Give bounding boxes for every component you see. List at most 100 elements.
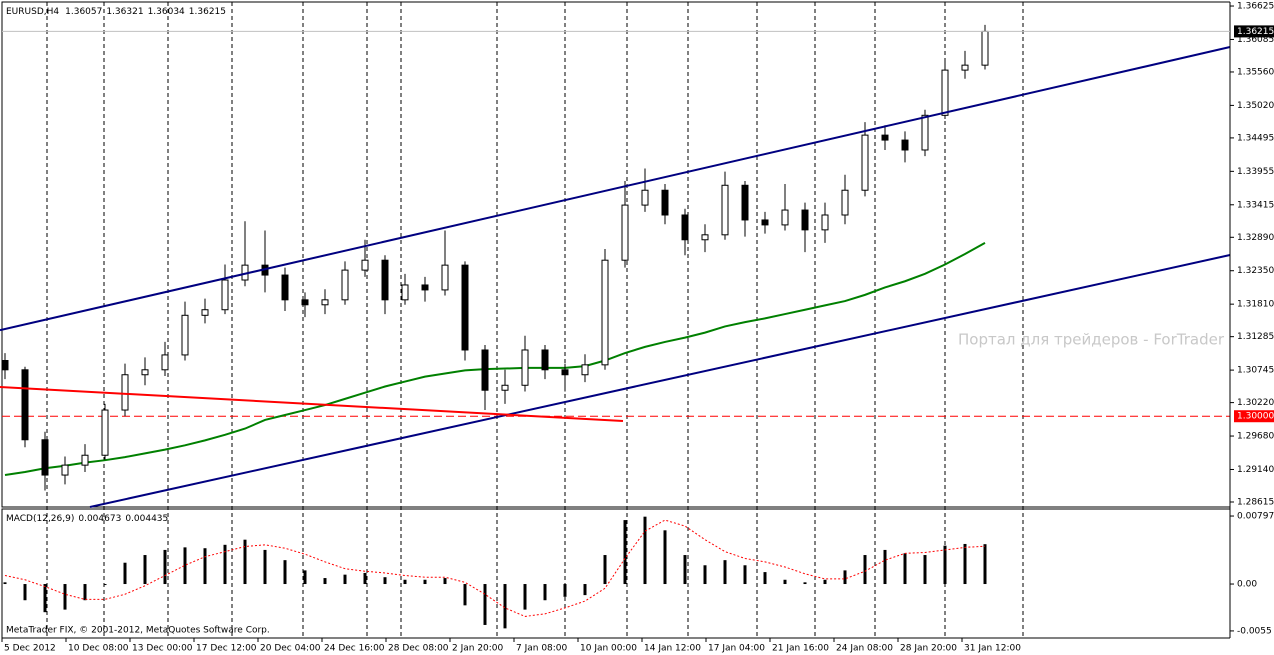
candle-body (181, 314, 189, 356)
x-tick-label: 28 Jan 20:00 (900, 644, 957, 654)
candle-body (61, 464, 69, 476)
x-tick-label: 17 Jan 04:00 (708, 644, 765, 654)
macd-bar (243, 539, 247, 585)
macd-bar (83, 584, 87, 601)
x-tick-label: 2 Jan 20:00 (452, 644, 504, 654)
header: EURUSD,H4 1.36057 1.36321 1.36034 1.36215 (6, 7, 226, 17)
candle-body (141, 369, 149, 376)
macd-bar (523, 584, 527, 610)
trendline (89, 254, 1231, 508)
candle-body (501, 384, 509, 391)
macd-bar (103, 584, 107, 586)
candle-body (941, 69, 949, 116)
y-tick-label: -0.0055 (1237, 626, 1272, 636)
macd-bar (963, 543, 967, 585)
candle-body (981, 30, 989, 66)
candle-body (961, 64, 969, 71)
x-tick-label: 31 Jan 12:00 (964, 644, 1021, 654)
macd-title: MACD(12,26,9) (6, 514, 74, 524)
macd-value: 0.004673 (78, 514, 121, 524)
candle-body (461, 264, 469, 351)
macd-bar (3, 582, 7, 585)
macd-bar (683, 555, 687, 585)
watermark: Портал для трейдеров - ForTrader (958, 331, 1225, 349)
x-tick-label: 21 Jan 16:00 (772, 644, 829, 654)
candle-body (401, 284, 409, 301)
macd-bar (403, 579, 407, 585)
macd-bar (603, 555, 607, 585)
macd-bar (143, 555, 147, 585)
level-box (1234, 410, 1274, 423)
candle-body (741, 184, 749, 221)
x-tick-label: 20 Dec 04:00 (260, 644, 321, 654)
x-tick-label: 13 Dec 00:00 (132, 644, 193, 654)
macd-bar (223, 544, 227, 585)
macd-bar (663, 530, 667, 585)
macd-bar (423, 579, 427, 585)
macd-bar (623, 520, 627, 585)
macd-bar (283, 560, 287, 585)
y-tick-label: 1.33415 (1237, 200, 1274, 210)
macd-bar (883, 549, 887, 585)
macd-bar (383, 577, 387, 585)
macd-bar (483, 584, 487, 625)
candle-body (161, 354, 169, 371)
candle-body (41, 439, 49, 476)
candle-body (201, 309, 209, 316)
low: 1.36034 (148, 7, 185, 17)
candle-body (781, 209, 789, 226)
x-tick-label: 14 Jan 12:00 (644, 644, 701, 654)
candle-body (761, 219, 769, 226)
y-tick-label: 1.30745 (1237, 366, 1274, 376)
y-tick-label: 1.30220 (1237, 398, 1274, 408)
candle-body (621, 204, 629, 261)
candle-body (121, 374, 129, 411)
macd-bar (563, 584, 567, 597)
y-tick-label: 1.29140 (1237, 465, 1274, 475)
x-tick-label: 24 Jan 08:00 (836, 644, 893, 654)
macd-bar (543, 584, 547, 601)
macd-bar (183, 547, 187, 585)
candle-body (101, 409, 109, 456)
macd-bar (443, 578, 447, 585)
candle-body (661, 189, 669, 216)
candle-body (681, 214, 689, 241)
x-tick-label: 24 Dec 16:00 (324, 644, 385, 654)
candle-body (841, 189, 849, 216)
trendline (0, 386, 624, 422)
candle-body (821, 214, 829, 231)
candle-body (881, 134, 889, 141)
candle-body (921, 114, 929, 151)
macd-bar (23, 584, 27, 601)
macd-header: MACD(12,26,9) 0.004673 0.004435 (6, 514, 168, 524)
candle-body (301, 299, 309, 306)
candle-body (21, 369, 29, 441)
y-tick-label: 0.00 (1237, 580, 1257, 590)
macd-bar (163, 549, 167, 585)
candle-body (341, 269, 349, 301)
candle-body (1, 360, 9, 371)
y-tick-label: 1.33955 (1237, 167, 1274, 177)
macd-bar (363, 572, 367, 585)
open: 1.36057 (65, 7, 102, 17)
y-tick-label: 1.35020 (1237, 101, 1274, 111)
macd-bar (763, 572, 767, 585)
macd-bar (303, 570, 307, 585)
macd-bar (703, 565, 707, 585)
candle-body (801, 209, 809, 231)
macd-bar (723, 560, 727, 585)
candle-body (421, 284, 429, 291)
level-label: 1.30000 (1237, 412, 1274, 422)
macd-bar (643, 516, 647, 585)
macd-bar (903, 553, 907, 585)
y-tick-label: 1.28615 (1237, 497, 1274, 507)
close: 1.36215 (189, 7, 226, 17)
candle-body (701, 234, 709, 241)
candle-body (361, 259, 369, 271)
candle-body (641, 189, 649, 206)
macd-bar (43, 584, 47, 613)
macd-bar (923, 555, 927, 585)
x-tick-label: 28 Dec 08:00 (388, 644, 449, 654)
candle-body (541, 349, 549, 371)
